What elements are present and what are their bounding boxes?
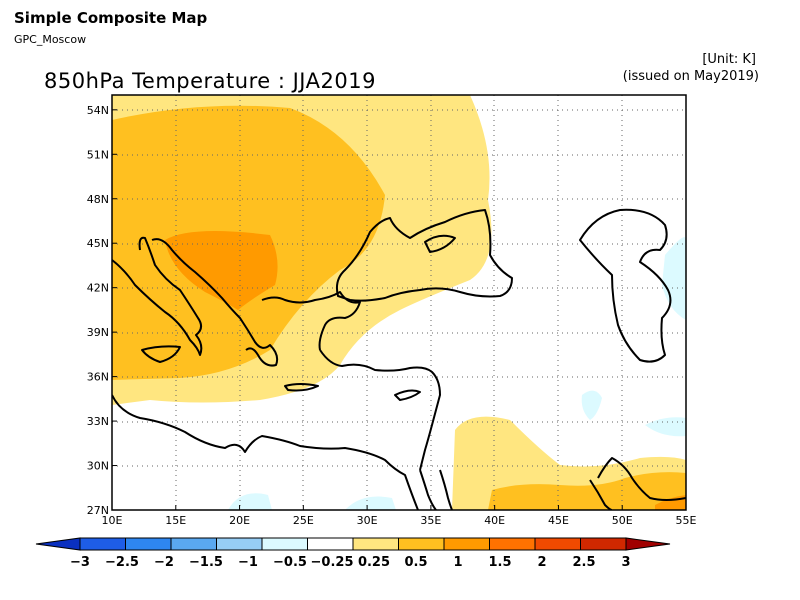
lat-tick-label: 36N [87, 371, 109, 384]
lat-tick-label: 42N [87, 282, 109, 295]
source-label: GPC_Moscow [14, 33, 87, 46]
colorbar-segment [79, 537, 126, 551]
colorbar-label: 3 [621, 555, 630, 570]
lon-tick-label: 55E [676, 514, 697, 527]
lon-tick-label: 30E [357, 514, 378, 527]
shade-se-0.5 [488, 472, 686, 510]
coast-black-sea [335, 209, 513, 302]
colorbar-label: −2 [154, 555, 174, 570]
lon-tick-label: 35E [420, 514, 441, 527]
coast-crete [284, 383, 319, 392]
colorbar-max-arrow [625, 537, 671, 551]
unit-label: [Unit: K] [702, 52, 756, 67]
issued-label: (issued on May2019) [622, 69, 759, 84]
colorbar-segment [216, 537, 263, 551]
colorbar-label: −2.5 [105, 555, 139, 570]
colorbar-min-arrow [35, 537, 81, 551]
colorbar-segment [307, 537, 354, 551]
grid [112, 95, 686, 510]
coast-italy [112, 236, 203, 356]
lon-tick-label: 25E [293, 514, 314, 527]
lat-tick-label: 33N [87, 415, 109, 428]
coast-balkans [151, 238, 279, 367]
lat-tick-label: 51N [87, 148, 109, 161]
coast-arabia [439, 469, 453, 510]
coast-persian-gulf [597, 457, 686, 501]
lat-tick-label: 27N [87, 504, 109, 517]
colorbar-label: −0.25 [311, 555, 354, 570]
coast-caspian [579, 208, 672, 363]
map-frame [111, 94, 687, 511]
colorbar-segment [398, 537, 445, 551]
coast-cyprus [394, 389, 421, 401]
colorbar-label: 2 [537, 555, 546, 570]
colorbar-segment [443, 537, 490, 551]
lon-tick-labels: 10E 15E 20E 25E 30E 35E 40E 45E 50E 55E [102, 505, 697, 527]
shade-neg-bottom1 [228, 493, 272, 510]
colorbar-label: −1.5 [189, 555, 223, 570]
coast-crimea [424, 234, 456, 253]
coast-sicily [141, 345, 181, 363]
shade-neg-bottom2 [345, 496, 396, 510]
lon-tick-label: 15E [165, 514, 186, 527]
shade-1.0 [165, 231, 278, 310]
colorbar-label: 0.25 [358, 555, 390, 570]
map-title: 850hPa Temperature : JJA2019 [44, 69, 376, 93]
app-title: Simple Composite Map [14, 9, 208, 27]
coast-turkey-south [319, 349, 441, 471]
colorbar-label: 0.5 [404, 555, 427, 570]
colorbar-label: −3 [70, 555, 90, 570]
coast-aegean [261, 291, 361, 351]
lat-tick-label: 54N [87, 104, 109, 117]
colorbar-label: 1.5 [488, 555, 511, 570]
shade-neg-south1 [581, 390, 602, 420]
lon-tick-label: 50E [612, 514, 633, 527]
colorbar-label: 2.5 [572, 555, 595, 570]
lat-tick-label: 30N [87, 460, 109, 473]
colorbar-segment [352, 537, 399, 551]
lat-tick-label: 45N [87, 237, 109, 250]
lon-tick-label: 45E [548, 514, 569, 527]
lon-tick-label: 20E [229, 514, 250, 527]
colorbar-segment [170, 537, 217, 551]
lon-tick-label: 10E [102, 514, 123, 527]
colorbar-segment [534, 537, 581, 551]
coast-red-sea [419, 469, 437, 510]
shade-neg-east [662, 237, 686, 320]
colorbar-label: 1 [453, 555, 462, 570]
lon-tick-label: 40E [484, 514, 505, 527]
colorbar-segment [489, 537, 536, 551]
lat-tick-labels: 27N 30N 33N 36N 39N 42N 45N 48N 51N 54N [87, 104, 117, 517]
colorbar-segment [125, 537, 172, 551]
lat-tick-label: 39N [87, 326, 109, 339]
colorbar-segment [580, 537, 627, 551]
lat-tick-label: 48N [87, 193, 109, 206]
colorbar-segment [261, 537, 308, 551]
coast-north-africa [112, 394, 419, 510]
colorbar-label: −1 [238, 555, 258, 570]
shade-neg-south2 [645, 417, 686, 437]
colorbar-label: −0.5 [273, 555, 307, 570]
colorbar: −3 −2.5 −2 −1.5 −1 −0.5 −0.25 0.25 0.5 1 1.5 2 2.5 3 [35, 537, 671, 570]
anomaly-shading [112, 95, 686, 510]
